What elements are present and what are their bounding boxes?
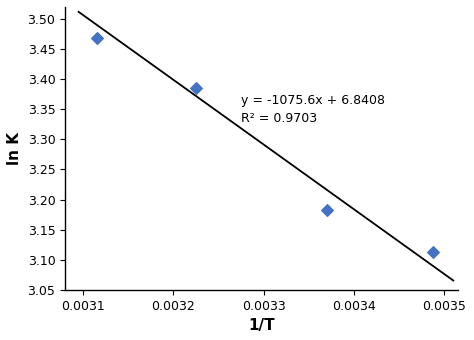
Y-axis label: ln K: ln K: [7, 132, 22, 165]
Point: [429, 249, 437, 255]
Point: [323, 208, 331, 213]
X-axis label: 1/T: 1/T: [248, 318, 275, 333]
Point: [93, 35, 100, 41]
Text: y = -1075.6x + 6.8408
R² = 0.9703: y = -1075.6x + 6.8408 R² = 0.9703: [241, 94, 385, 125]
Point: [192, 85, 200, 91]
